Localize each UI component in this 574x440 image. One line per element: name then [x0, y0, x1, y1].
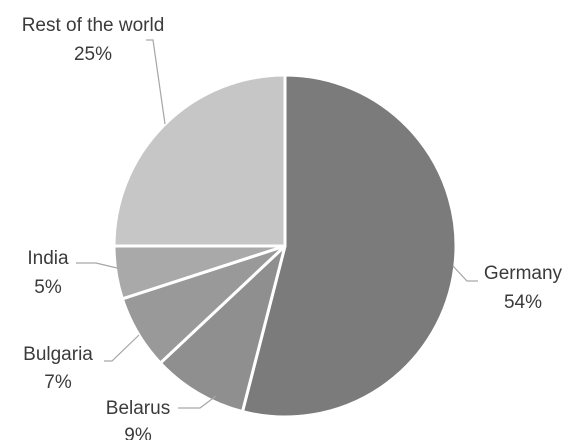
- slice-value-label-belarus: 9%: [124, 425, 152, 440]
- slice-value-label-bulgaria: 7%: [44, 372, 72, 393]
- slice-label-belarus: Belarus: [106, 398, 170, 419]
- slice-label-rest-of-the-world: Rest of the world: [22, 15, 165, 36]
- slice-label-bulgaria: Bulgaria: [23, 344, 93, 365]
- leader-line-bulgaria: [104, 334, 140, 362]
- leader-line-germany: [452, 265, 478, 282]
- pie-slice-rest-of-the-world: [112, 73, 287, 248]
- leader-line-belarus: [178, 395, 217, 409]
- pie-slice-belarus: [158, 244, 287, 414]
- leader-line-india: [76, 262, 118, 269]
- leader-line-rest-of-the-world: [146, 39, 166, 125]
- slice-label-germany: Germany: [484, 263, 563, 284]
- slice-value-label-india: 5%: [34, 277, 62, 298]
- slice-value-label-rest-of-the-world: 25%: [74, 44, 112, 65]
- slice-value-label-germany: 54%: [504, 292, 542, 313]
- slice-label-india: India: [27, 248, 69, 269]
